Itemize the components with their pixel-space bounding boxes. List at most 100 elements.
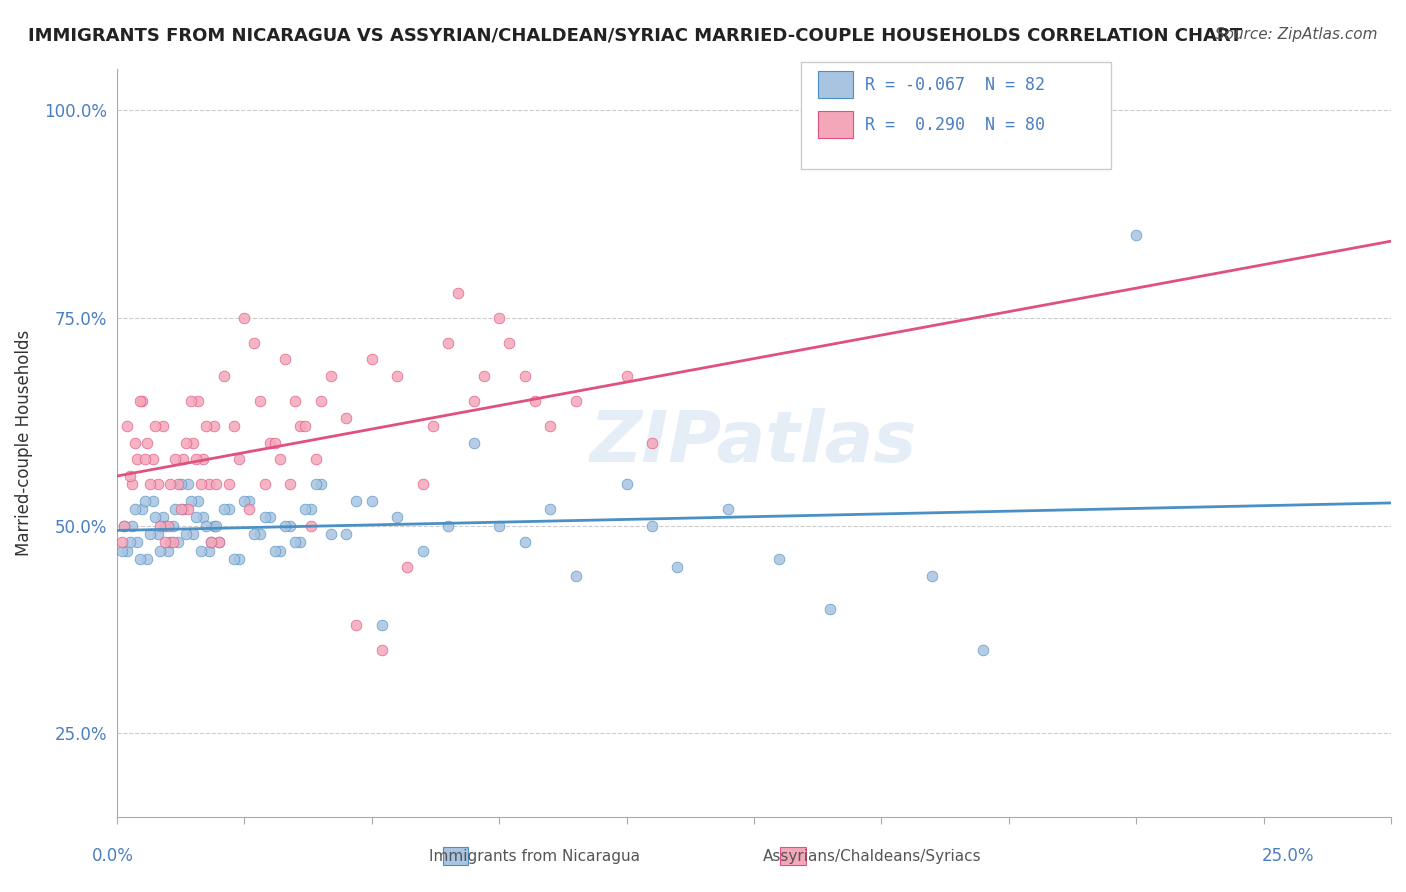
Point bbox=[127, 535, 149, 549]
Point bbox=[152, 418, 174, 433]
Point bbox=[193, 510, 215, 524]
Point bbox=[263, 435, 285, 450]
Point bbox=[143, 418, 166, 433]
Point bbox=[319, 527, 342, 541]
Point bbox=[290, 418, 312, 433]
Point bbox=[172, 452, 194, 467]
Point bbox=[238, 493, 260, 508]
Point bbox=[195, 418, 218, 433]
Point bbox=[294, 418, 316, 433]
Point bbox=[124, 502, 146, 516]
Point bbox=[131, 502, 153, 516]
Point bbox=[149, 518, 172, 533]
Point bbox=[141, 493, 163, 508]
Point bbox=[165, 452, 187, 467]
Point bbox=[152, 510, 174, 524]
Point bbox=[180, 394, 202, 409]
Point bbox=[278, 477, 301, 491]
Point bbox=[193, 452, 215, 467]
Point bbox=[253, 477, 276, 491]
Point bbox=[641, 518, 664, 533]
Point bbox=[172, 502, 194, 516]
Point bbox=[111, 543, 134, 558]
Point bbox=[972, 643, 994, 657]
Point bbox=[155, 518, 177, 533]
Point bbox=[513, 369, 536, 384]
Point bbox=[177, 502, 200, 516]
Point bbox=[124, 435, 146, 450]
Point bbox=[238, 502, 260, 516]
Point bbox=[159, 535, 181, 549]
Point bbox=[344, 618, 367, 632]
Point bbox=[284, 394, 307, 409]
Point bbox=[263, 543, 285, 558]
Point bbox=[187, 493, 209, 508]
Text: IMMIGRANTS FROM NICARAGUA VS ASSYRIAN/CHALDEAN/SYRIAC MARRIED-COUPLE HOUSEHOLDS : IMMIGRANTS FROM NICARAGUA VS ASSYRIAN/CH… bbox=[28, 27, 1243, 45]
Point bbox=[249, 394, 271, 409]
Point bbox=[167, 477, 190, 491]
Point bbox=[253, 510, 276, 524]
Point bbox=[396, 560, 419, 574]
Point bbox=[274, 518, 297, 533]
Point bbox=[768, 552, 790, 566]
Point bbox=[472, 369, 495, 384]
Point bbox=[269, 452, 291, 467]
Point bbox=[290, 535, 312, 549]
Point bbox=[717, 502, 740, 516]
Point bbox=[538, 418, 561, 433]
Point bbox=[115, 418, 138, 433]
Point bbox=[243, 335, 266, 350]
Point bbox=[269, 543, 291, 558]
Point bbox=[174, 435, 197, 450]
Point bbox=[371, 618, 394, 632]
Point bbox=[141, 452, 163, 467]
Point bbox=[146, 527, 169, 541]
Text: ZIPatlas: ZIPatlas bbox=[591, 408, 918, 477]
Point bbox=[180, 493, 202, 508]
Y-axis label: Married-couple Households: Married-couple Households bbox=[15, 329, 32, 556]
Point bbox=[309, 477, 332, 491]
Point bbox=[274, 352, 297, 367]
Point bbox=[197, 543, 219, 558]
Point bbox=[385, 369, 408, 384]
Point bbox=[666, 560, 689, 574]
Point bbox=[243, 527, 266, 541]
Point bbox=[111, 535, 134, 549]
Point bbox=[195, 518, 218, 533]
Point bbox=[139, 477, 162, 491]
Point bbox=[299, 502, 322, 516]
Point bbox=[488, 518, 510, 533]
Point bbox=[143, 510, 166, 524]
Point bbox=[538, 502, 561, 516]
Point bbox=[278, 518, 301, 533]
Point bbox=[187, 394, 209, 409]
Point bbox=[190, 543, 212, 558]
Point bbox=[212, 502, 235, 516]
Point bbox=[202, 518, 225, 533]
Point bbox=[299, 518, 322, 533]
Point bbox=[205, 477, 228, 491]
Point bbox=[131, 394, 153, 409]
Point bbox=[162, 535, 184, 549]
Point bbox=[921, 568, 943, 582]
Point bbox=[197, 477, 219, 491]
Point bbox=[155, 535, 177, 549]
Point bbox=[259, 435, 281, 450]
Point bbox=[523, 394, 546, 409]
Point bbox=[156, 518, 179, 533]
Point bbox=[128, 552, 150, 566]
Point bbox=[114, 518, 136, 533]
Point bbox=[498, 335, 520, 350]
Point bbox=[641, 435, 664, 450]
Text: 0.0%: 0.0% bbox=[91, 847, 134, 865]
Point bbox=[134, 493, 156, 508]
Point bbox=[149, 543, 172, 558]
Point bbox=[513, 535, 536, 549]
Point bbox=[169, 502, 191, 516]
Text: 25.0%: 25.0% bbox=[1263, 847, 1315, 865]
Point bbox=[205, 518, 228, 533]
Point bbox=[412, 543, 434, 558]
Point bbox=[304, 477, 326, 491]
Point bbox=[564, 568, 586, 582]
Point bbox=[616, 477, 638, 491]
